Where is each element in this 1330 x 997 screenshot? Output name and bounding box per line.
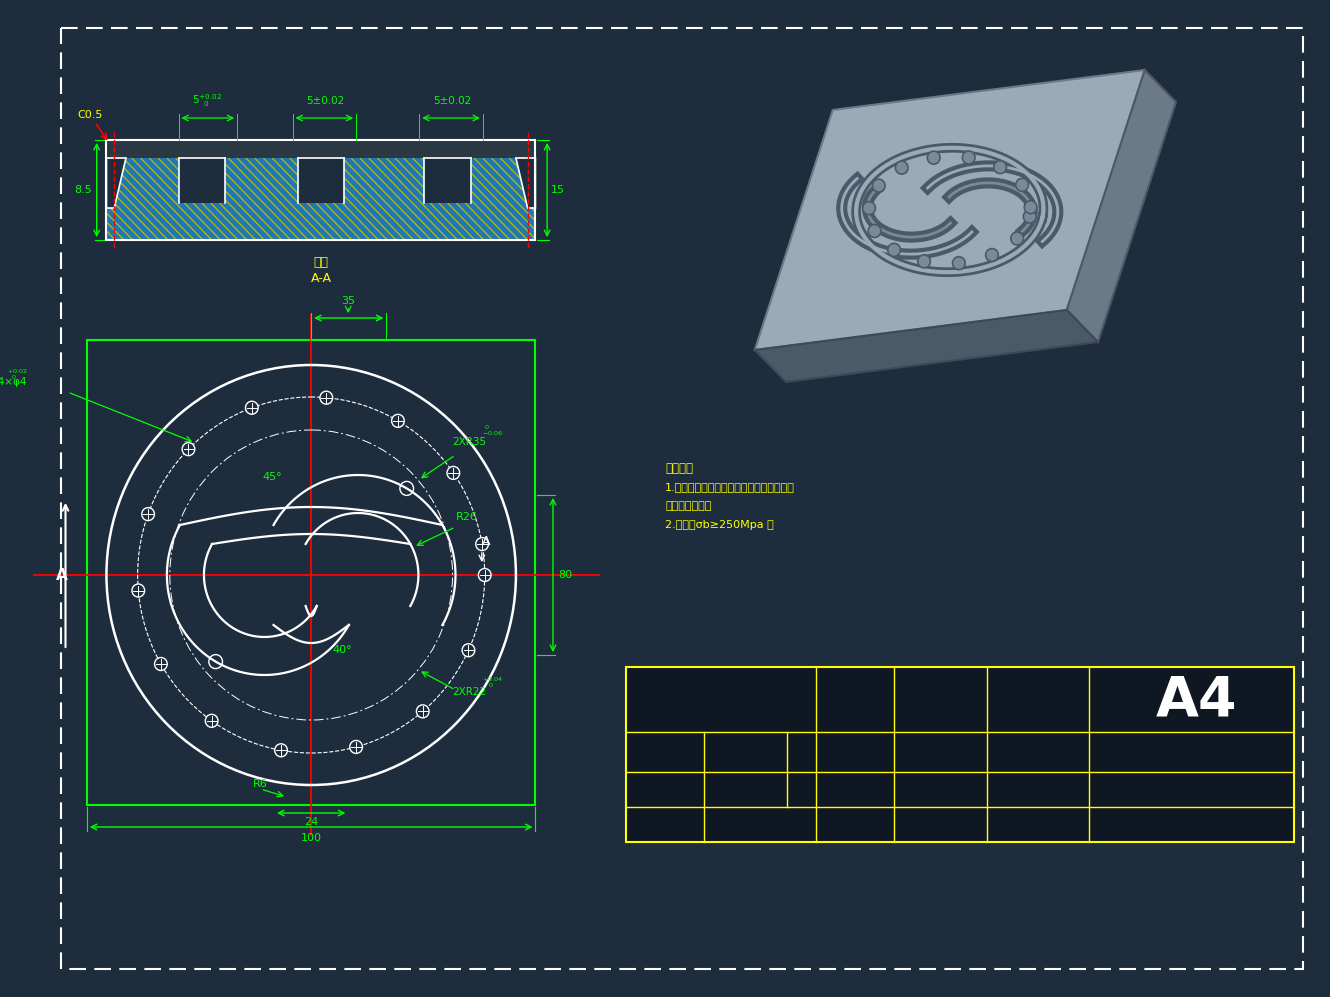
Text: $^{+0.02}_{\ \ 0}$: $^{+0.02}_{\ \ 0}$ (7, 367, 28, 382)
Text: R6: R6 (253, 779, 267, 789)
Text: LY: LY (1020, 747, 1032, 757)
Text: A-A: A-A (310, 271, 331, 284)
Circle shape (887, 243, 900, 256)
Text: 制图: 制图 (634, 785, 648, 795)
Circle shape (994, 161, 1007, 173)
Bar (178, 158, 225, 203)
Text: 熊王平: 熊王平 (712, 785, 732, 795)
Text: 06机械4班: 06机械4班 (712, 747, 753, 757)
Polygon shape (755, 310, 1099, 382)
Circle shape (182, 443, 194, 456)
Text: 80: 80 (557, 570, 572, 580)
Text: 2.材料的σb≥250Mpa 。: 2.材料的σb≥250Mpa 。 (665, 520, 774, 530)
Text: R26: R26 (455, 512, 477, 522)
Circle shape (154, 657, 168, 671)
Circle shape (350, 741, 363, 754)
Circle shape (986, 248, 999, 261)
Text: 15: 15 (551, 185, 565, 195)
Circle shape (205, 714, 218, 727)
Text: 2XR22: 2XR22 (452, 687, 487, 697)
Text: 1.在使用前对毛坯采用固溶处理和时效以提: 1.在使用前对毛坯采用固溶处理和时效以提 (665, 482, 795, 492)
Polygon shape (106, 158, 126, 208)
Text: 1: 1 (1023, 709, 1029, 719)
Text: A: A (481, 535, 491, 548)
Circle shape (952, 256, 966, 269)
Text: 材料: 材料 (899, 747, 912, 757)
Text: 8.5: 8.5 (74, 185, 92, 195)
Circle shape (246, 401, 258, 414)
Circle shape (963, 151, 975, 164)
Text: C0.5: C0.5 (77, 110, 102, 120)
Text: 100: 100 (301, 833, 322, 843)
Circle shape (462, 644, 475, 657)
Circle shape (1024, 200, 1037, 213)
Circle shape (1016, 178, 1028, 191)
Circle shape (918, 255, 931, 268)
Text: 06352209: 06352209 (821, 747, 878, 757)
Polygon shape (516, 158, 536, 208)
Text: 45°: 45° (262, 472, 282, 482)
Text: 剖面: 剖面 (314, 255, 329, 268)
Polygon shape (755, 70, 1145, 350)
Text: $^{\ 0}_{-0.06}$: $^{\ 0}_{-0.06}$ (481, 423, 503, 438)
Bar (298, 158, 344, 203)
Text: 24: 24 (305, 817, 318, 827)
Text: 40°: 40° (332, 645, 352, 655)
Circle shape (321, 391, 332, 404)
Bar (424, 158, 471, 203)
Circle shape (416, 705, 430, 718)
Circle shape (927, 152, 940, 165)
Text: 技术要求: 技术要求 (665, 462, 693, 475)
Text: 审核: 审核 (634, 820, 648, 830)
Text: s形槽工件: s形槽工件 (685, 688, 755, 712)
Circle shape (1011, 232, 1024, 245)
Text: $5^{+0.02}_{\ \ 0}$: $5^{+0.02}_{\ \ 0}$ (192, 92, 222, 109)
Text: A4: A4 (1156, 673, 1237, 727)
Text: 5±0.02: 5±0.02 (434, 96, 472, 106)
Circle shape (1023, 210, 1036, 223)
Text: $^{+0.04}_{\ \ \ 0}$: $^{+0.04}_{\ \ \ 0}$ (481, 675, 503, 690)
Polygon shape (1067, 70, 1176, 342)
Text: 数量: 数量 (899, 709, 912, 719)
Text: 14×φ4: 14×φ4 (0, 377, 27, 387)
Text: 09.3.12: 09.3.12 (821, 785, 863, 795)
Circle shape (476, 537, 488, 550)
Circle shape (895, 162, 908, 174)
Circle shape (479, 568, 491, 581)
Text: 班级: 班级 (634, 747, 648, 757)
Circle shape (447, 467, 460, 480)
Circle shape (391, 415, 404, 428)
Bar (626, 667, 1294, 842)
Text: A: A (56, 567, 68, 582)
Bar (106, 158, 536, 240)
Text: 5±0.02: 5±0.02 (307, 96, 344, 106)
Circle shape (132, 584, 145, 597)
Text: 35: 35 (342, 296, 355, 306)
Circle shape (863, 201, 875, 214)
Text: 成绩: 成绩 (1185, 747, 1198, 757)
Text: 2XR35: 2XR35 (452, 437, 487, 447)
Bar (106, 158, 536, 240)
Circle shape (868, 224, 880, 237)
Bar (106, 140, 536, 158)
Circle shape (872, 179, 884, 192)
Text: 比例: 比例 (899, 682, 912, 692)
Text: 1:1: 1:1 (1017, 682, 1035, 692)
Circle shape (142, 507, 154, 520)
Text: 高材料的强度。: 高材料的强度。 (665, 501, 712, 511)
Circle shape (275, 744, 287, 757)
